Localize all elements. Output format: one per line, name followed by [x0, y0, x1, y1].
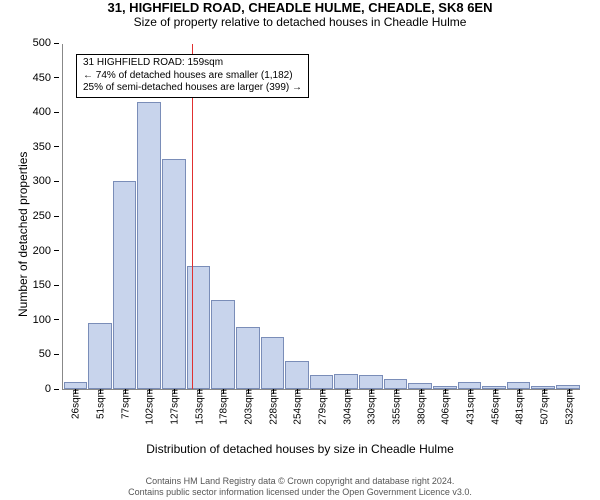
x-tick: 228sqm: [266, 389, 279, 425]
histogram-bar: [113, 181, 137, 389]
x-tick: 330sqm: [365, 389, 378, 425]
y-tick: 200: [33, 245, 63, 257]
x-tick: 102sqm: [143, 389, 156, 425]
x-tick: 481sqm: [513, 389, 526, 425]
histogram-bar: [88, 323, 112, 389]
histogram-bar: [211, 300, 235, 389]
histogram-bar: [64, 382, 88, 389]
histogram-bar: [507, 382, 531, 389]
y-axis-label: Number of detached properties: [16, 152, 30, 317]
x-tick: 254sqm: [291, 389, 304, 425]
x-tick: 456sqm: [488, 389, 501, 425]
y-tick: 350: [33, 141, 63, 153]
annotation-line: 25% of semi-detached houses are larger (…: [83, 82, 302, 95]
y-tick: 250: [33, 210, 63, 222]
y-tick: 450: [33, 72, 63, 84]
annotation-line: 31 HIGHFIELD ROAD: 159sqm: [83, 57, 302, 70]
histogram-bar: [359, 375, 383, 389]
footer-line: Contains HM Land Registry data © Crown c…: [0, 476, 600, 487]
x-axis-title: Distribution of detached houses by size …: [0, 442, 600, 456]
y-tick: 100: [33, 314, 63, 326]
x-tick: 77sqm: [118, 389, 131, 419]
footer-line: Contains public sector information licen…: [0, 487, 600, 498]
x-tick: 304sqm: [340, 389, 353, 425]
histogram-bar: [137, 102, 161, 389]
histogram-bar: [310, 375, 334, 389]
x-tick: 406sqm: [439, 389, 452, 425]
y-tick: 150: [33, 279, 63, 291]
y-tick: 50: [39, 348, 63, 360]
x-tick: 532sqm: [562, 389, 575, 425]
y-tick: 500: [33, 37, 63, 49]
y-tick: 300: [33, 175, 63, 187]
x-tick: 355sqm: [390, 389, 403, 425]
x-tick: 279sqm: [316, 389, 329, 425]
footer-attribution: Contains HM Land Registry data © Crown c…: [0, 476, 600, 498]
y-tick: 400: [33, 106, 63, 118]
x-tick: 51sqm: [94, 389, 107, 419]
histogram-bar: [187, 266, 211, 389]
histogram-bar: [162, 159, 186, 389]
histogram-chart: Number of detached properties 0 50 100 150 2…: [0, 0, 600, 500]
x-tick: 380sqm: [414, 389, 427, 425]
x-tick: 203sqm: [242, 389, 255, 425]
histogram-bar: [334, 374, 358, 389]
y-tick: 0: [45, 383, 63, 395]
x-tick: 431sqm: [464, 389, 477, 425]
annotation-line: ← 74% of detached houses are smaller (1,…: [83, 70, 302, 83]
annotation-box: 31 HIGHFIELD ROAD: 159sqm ← 74% of detac…: [76, 54, 309, 98]
histogram-bar: [261, 337, 285, 389]
histogram-bar: [236, 327, 260, 389]
x-tick: 26sqm: [69, 389, 82, 419]
x-tick: 507sqm: [538, 389, 551, 425]
histogram-bar: [384, 379, 408, 389]
x-tick: 127sqm: [168, 389, 181, 425]
histogram-bar: [285, 361, 309, 389]
histogram-bar: [458, 382, 482, 389]
x-tick: 178sqm: [217, 389, 230, 425]
x-tick: 153sqm: [192, 389, 205, 425]
